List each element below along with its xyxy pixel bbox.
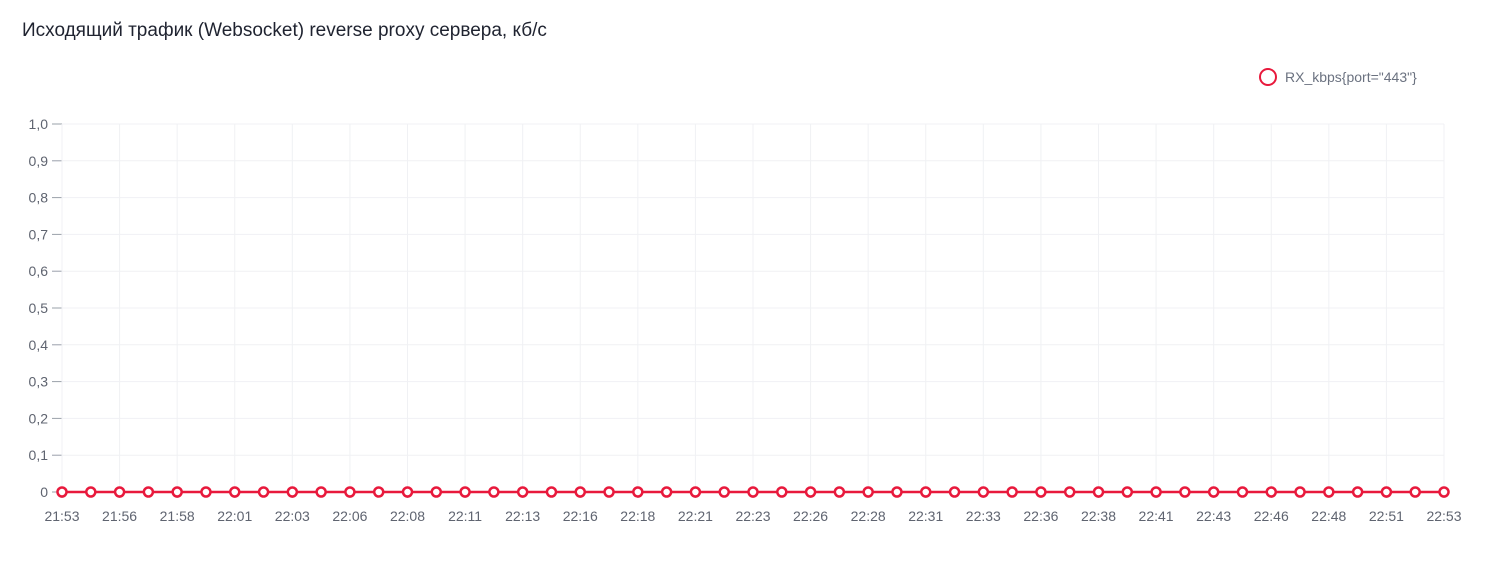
data-point (1294, 486, 1306, 498)
data-point (257, 486, 270, 498)
data-point (1438, 486, 1450, 498)
data-point (56, 486, 68, 498)
x-tick-label: 22:01 (217, 508, 252, 524)
x-tick-label: 22:41 (1139, 508, 1174, 524)
x-tick-label: 22:03 (275, 508, 310, 524)
data-point (689, 486, 702, 498)
data-point (1265, 486, 1277, 498)
x-tick-label: 22:08 (390, 508, 425, 524)
data-point (1121, 486, 1134, 498)
chart-title: Исходящий трафик (Websocket) reverse pro… (22, 20, 547, 41)
y-tick-label: 0,2 (29, 410, 49, 426)
x-tick-label: 22:36 (1023, 508, 1058, 524)
data-point (1323, 486, 1335, 498)
data-point (747, 486, 759, 498)
x-tick-label: 22:46 (1254, 508, 1289, 524)
data-point (1092, 486, 1105, 498)
data-point (229, 486, 241, 498)
x-tick-label: 22:28 (851, 508, 886, 524)
x-tick-label: 22:18 (620, 508, 655, 524)
y-tick-label: 0 (40, 484, 48, 500)
x-tick-label: 22:53 (1426, 508, 1461, 524)
y-tick-label: 0,4 (29, 337, 49, 353)
x-tick-label: 22:13 (505, 508, 540, 524)
data-point (85, 486, 97, 498)
x-tick-label: 21:58 (160, 508, 195, 524)
data-point (1006, 486, 1018, 498)
x-tick-label: 21:53 (44, 508, 79, 524)
data-point (286, 486, 299, 498)
data-point (545, 486, 558, 498)
y-tick-label: 0,8 (29, 190, 49, 206)
data-point (920, 486, 932, 498)
data-point (977, 486, 990, 498)
data-point (660, 486, 673, 498)
data-point (891, 486, 903, 498)
y-tick-label: 0,3 (29, 374, 49, 390)
data-point (862, 486, 874, 498)
x-tick-label: 22:33 (966, 508, 1001, 524)
data-point (1207, 486, 1220, 498)
x-tick-label: 22:16 (563, 508, 598, 524)
data-point (516, 486, 529, 498)
y-tick-label: 0,7 (29, 226, 49, 242)
data-point (1150, 486, 1162, 498)
data-point (142, 486, 155, 498)
x-tick-label: 22:11 (448, 508, 482, 524)
data-point (1409, 486, 1421, 498)
data-point (632, 486, 644, 498)
data-point (459, 486, 471, 498)
x-tick-label: 22:23 (735, 508, 770, 524)
data-point (1351, 486, 1364, 498)
data-point (804, 486, 817, 498)
data-point (113, 486, 126, 498)
y-tick-label: 0,5 (29, 300, 49, 316)
y-tick-label: 1,0 (29, 116, 49, 132)
legend-item[interactable]: RX_kbps{port="443"} (1259, 68, 1417, 86)
data-point (372, 486, 385, 498)
x-tick-label: 22:48 (1311, 508, 1346, 524)
x-tick-label: 22:43 (1196, 508, 1231, 524)
data-point (488, 486, 500, 498)
legend-label: RX_kbps{port="443"} (1285, 69, 1417, 85)
x-tick-label: 21:56 (102, 508, 137, 524)
x-tick-label: 22:51 (1369, 508, 1404, 524)
y-tick-label: 0,1 (29, 447, 49, 463)
data-point (948, 486, 961, 498)
y-tick-label: 0,9 (29, 153, 49, 169)
data-point (315, 486, 327, 498)
data-point (1035, 486, 1047, 498)
data-point (430, 486, 443, 498)
x-tick-label: 22:06 (332, 508, 367, 524)
data-point (401, 486, 414, 498)
data-point (1063, 486, 1076, 498)
data-point (1236, 486, 1249, 498)
data-point (718, 486, 730, 498)
legend-circle-icon (1259, 68, 1277, 86)
x-tick-label: 22:26 (793, 508, 828, 524)
y-tick-label: 0,6 (29, 263, 49, 279)
x-tick-label: 22:38 (1081, 508, 1116, 524)
data-point (1380, 486, 1393, 498)
x-tick-label: 22:31 (908, 508, 943, 524)
data-point (833, 486, 846, 498)
data-point (574, 486, 586, 498)
data-point (776, 486, 788, 498)
data-point (1179, 486, 1191, 498)
data-point (603, 486, 615, 498)
data-point (171, 486, 183, 498)
data-point (344, 486, 356, 498)
data-point (200, 486, 212, 498)
x-tick-label: 22:21 (678, 508, 713, 524)
